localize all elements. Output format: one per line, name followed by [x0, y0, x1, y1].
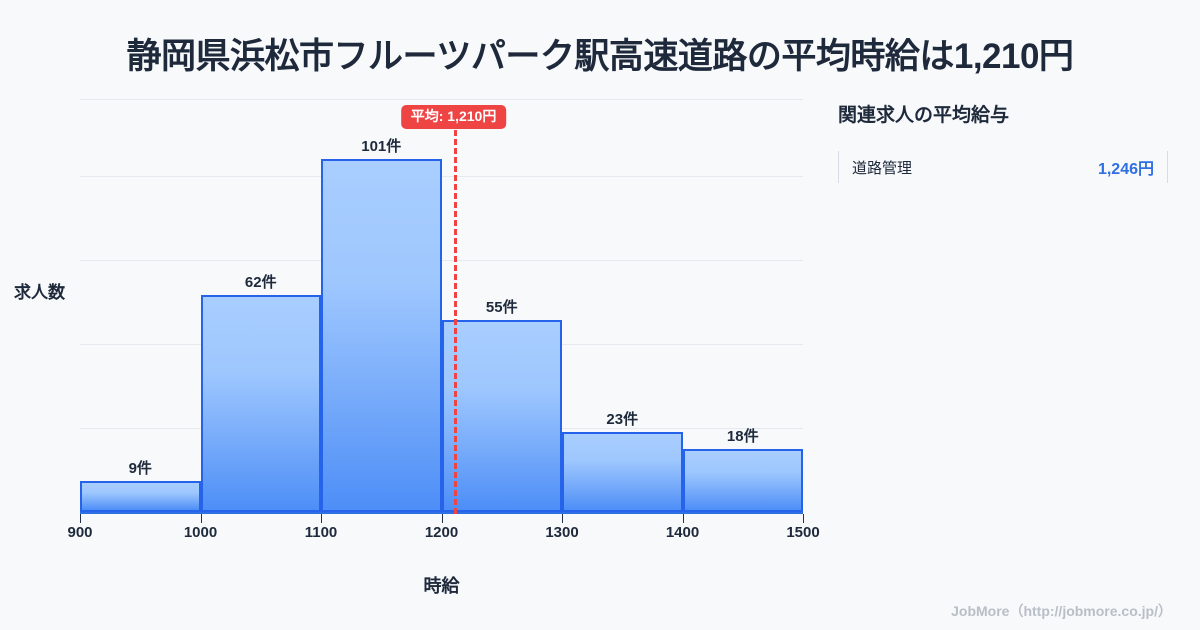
gridline-3: [80, 176, 803, 177]
page-title: 静岡県浜松市フルーツパーク駅高速道路の平均時給は1,210円: [126, 37, 1074, 76]
bar-1200-1300[interactable]: [441, 319, 562, 512]
x-tick-label: 1200: [424, 524, 459, 541]
bar-900-1000[interactable]: [80, 480, 201, 512]
bar-1400-1500[interactable]: [682, 449, 803, 512]
average-badge: 平均: 1,210円: [400, 105, 507, 130]
related-salary-list: 道路管理 1,246円: [838, 149, 1168, 185]
related-salary-heading: 関連求人の平均給与: [838, 105, 1010, 126]
x-tick-mark: [321, 514, 322, 523]
bar-value-label: 101件: [361, 137, 402, 155]
average-dashed-line: [453, 130, 457, 514]
bar-value-label: 23件: [606, 410, 639, 428]
x-tick-label: 1500: [786, 524, 820, 541]
y-axis-title: 求人数: [14, 283, 65, 302]
bar-1300-1400[interactable]: [562, 431, 683, 512]
bar-value-label: 62件: [244, 274, 277, 291]
bar-value-label: 55件: [485, 298, 518, 316]
x-tick-label: 900: [67, 524, 93, 541]
related-salary-panel: 関連求人の平均給与 道路管理 1,246円: [838, 100, 1168, 185]
x-tick-mark: [562, 514, 563, 523]
gridline-2: [80, 260, 803, 261]
x-tick-mark: [200, 514, 202, 523]
x-tick-mark: [441, 514, 443, 523]
salary-row[interactable]: 道路管理 1,246円: [838, 149, 1168, 185]
x-axis-line: [80, 512, 803, 514]
salary-row-value: 1,246円: [1097, 161, 1154, 178]
gridline-4: [80, 99, 803, 100]
x-tick-label: 1300: [545, 524, 579, 541]
x-tick-mark: [682, 514, 684, 523]
x-tick-mark: [80, 514, 81, 523]
x-axis-title: 時給: [423, 576, 460, 596]
bar-value-label: 9件: [128, 459, 152, 477]
x-tick-mark: [803, 514, 804, 523]
bar-1000-1100[interactable]: [200, 295, 321, 512]
x-tick-label: 1400: [665, 524, 700, 541]
bar-value-label: 18件: [726, 428, 759, 445]
x-tick-label: 1100: [304, 524, 338, 541]
salary-row-name: 道路管理: [852, 159, 913, 177]
bar-1100-1200[interactable]: [321, 158, 442, 512]
histogram-chart: 9件 62件 101件 55件 23件 18件 900 1000 1100 1200 1300 14…: [14, 99, 820, 596]
x-tick-label: 1000: [183, 524, 218, 541]
footer-credit: JobMore（http://jobmore.co.jp/）: [951, 603, 1172, 619]
